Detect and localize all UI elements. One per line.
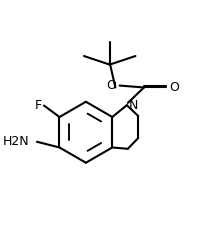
Text: N: N <box>129 99 139 112</box>
Text: O: O <box>169 81 179 94</box>
Text: F: F <box>34 99 42 112</box>
Text: O: O <box>106 79 116 92</box>
Text: H2N: H2N <box>3 135 29 148</box>
